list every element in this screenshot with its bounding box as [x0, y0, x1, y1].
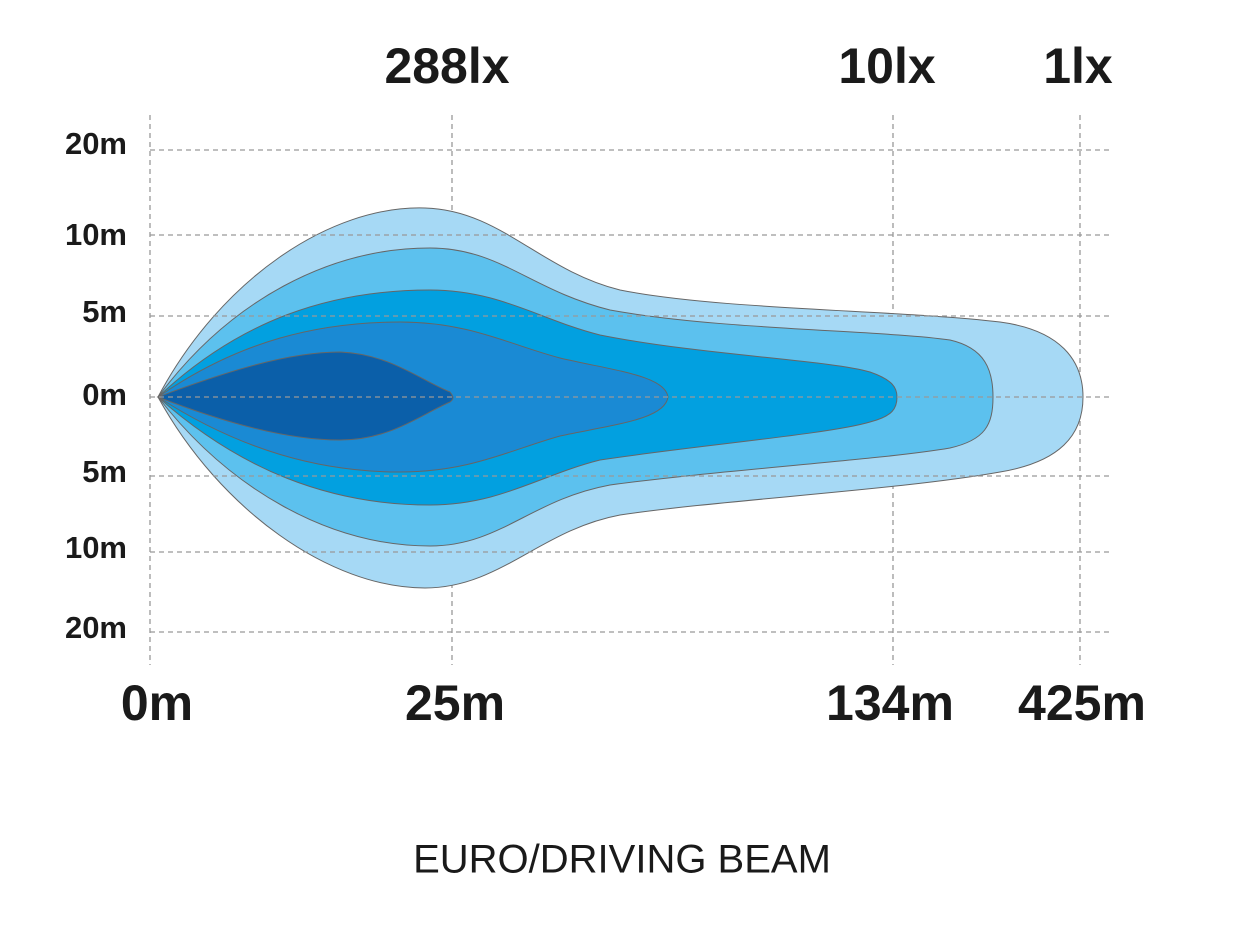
horizontal-grid: [150, 149, 1110, 633]
lateral-label: 10m: [65, 530, 127, 565]
distance-label: 0m: [121, 675, 193, 731]
beam-pattern: [156, 207, 1084, 589]
lateral-label: 20m: [65, 126, 127, 161]
lateral-label: 10m: [65, 217, 127, 252]
lux-label: 10lx: [838, 38, 936, 94]
beam-288lx: [156, 351, 454, 441]
lux-label: 1lx: [1043, 38, 1113, 94]
distance-label: 134m: [826, 675, 954, 731]
lateral-label: 20m: [65, 610, 127, 645]
lateral-label: 5m: [82, 454, 127, 489]
distance-label: 25m: [405, 675, 505, 731]
lux-label: 288lx: [384, 38, 509, 94]
lateral-label: 0m: [82, 377, 127, 412]
lateral-label: 5m: [82, 294, 127, 329]
distance-label: 425m: [1018, 675, 1146, 731]
title: EURO/DRIVING BEAM: [413, 838, 831, 882]
